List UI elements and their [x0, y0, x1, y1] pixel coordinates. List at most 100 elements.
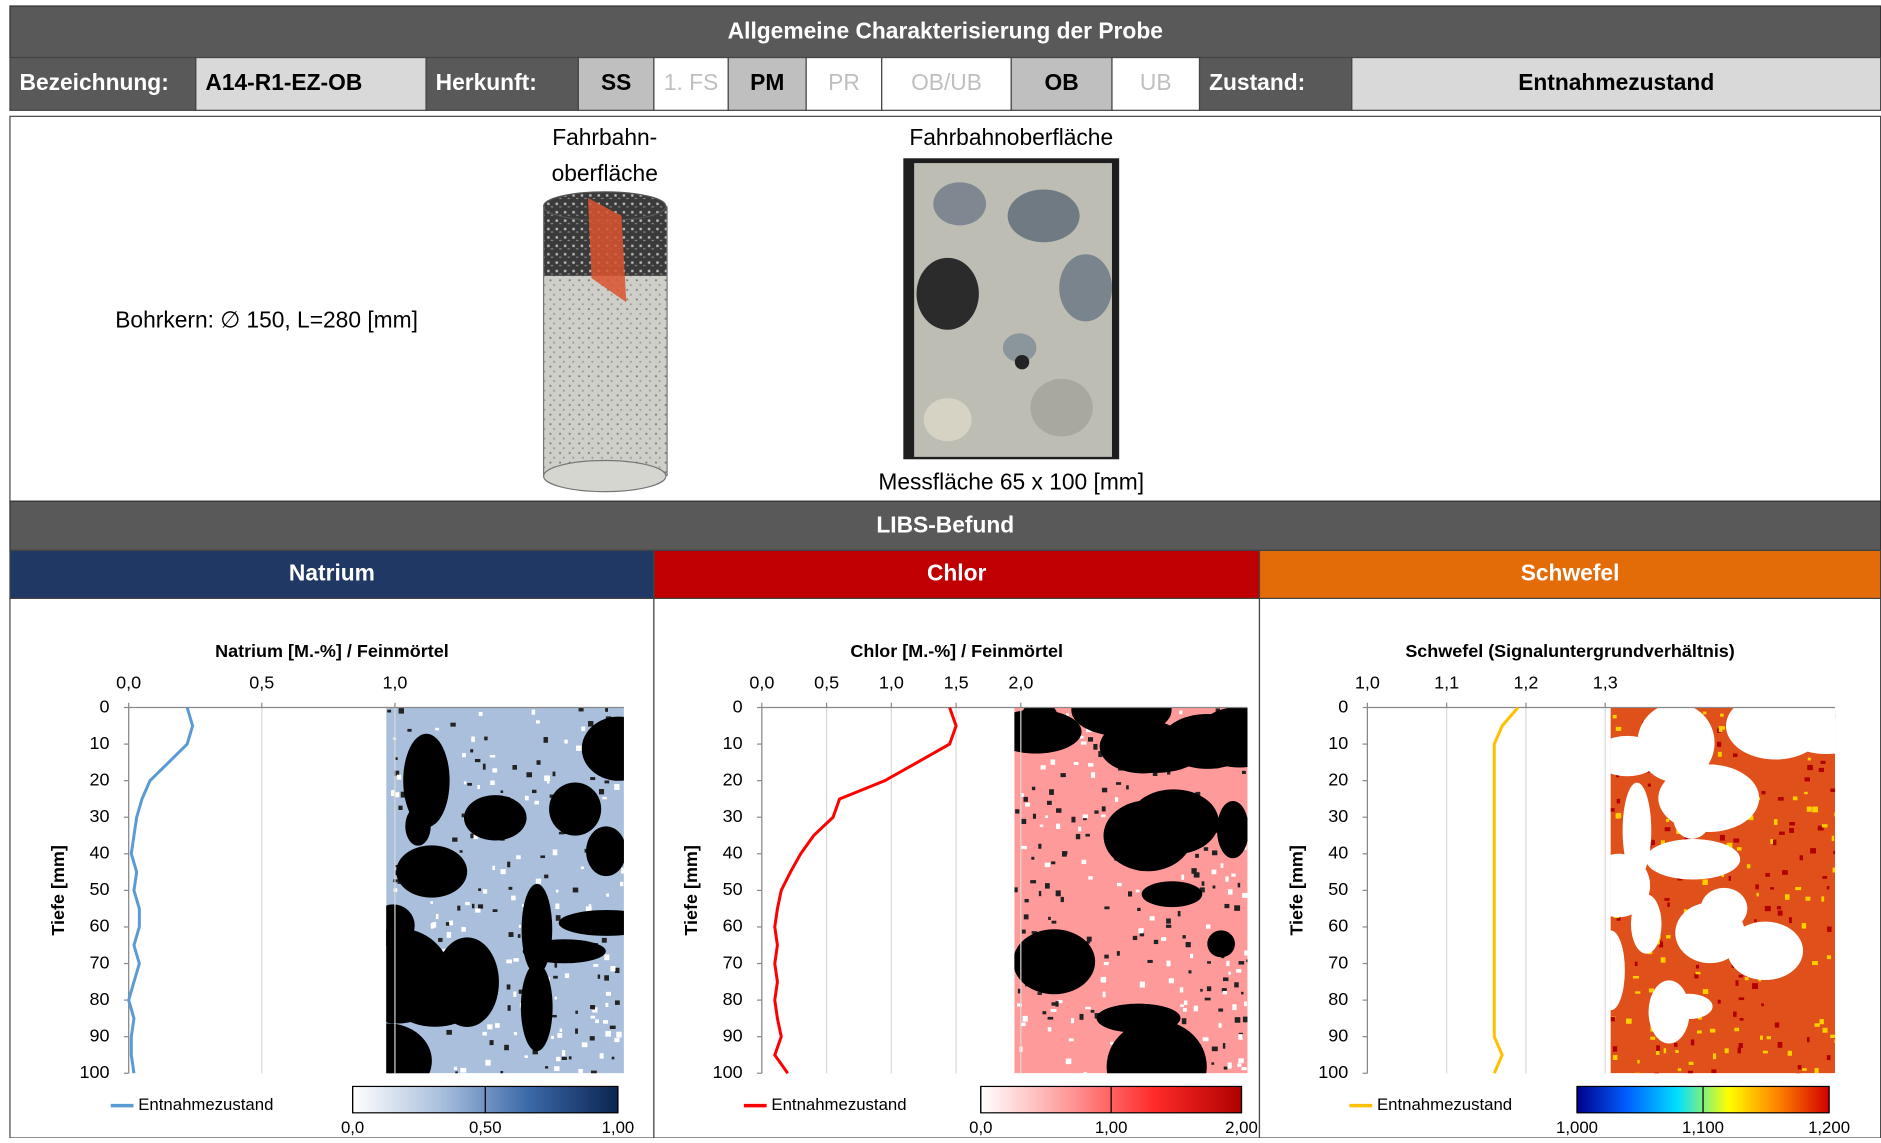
map-speck: [1647, 783, 1651, 787]
element-header: [9, 549, 655, 599]
map-speck: [531, 789, 537, 794]
map-speck: [1226, 960, 1230, 967]
map-speck: [395, 757, 398, 761]
map-speck: [1200, 988, 1203, 992]
map-speck: [1737, 1047, 1741, 1054]
map-speck: [1082, 814, 1089, 819]
map-speck: [516, 855, 521, 860]
map-speck: [1195, 853, 1199, 858]
map-aggregate: [386, 904, 415, 947]
map-speck: [1241, 1067, 1247, 1071]
map-aggregate: [1071, 707, 1172, 737]
map-speck: [1807, 757, 1811, 761]
map-speck: [482, 1031, 487, 1036]
map-speck: [1615, 813, 1621, 819]
map-speck: [536, 760, 541, 765]
y-tick-label: 50: [89, 879, 109, 899]
y-tick-label: 60: [723, 916, 743, 936]
libs-map: [1014, 707, 1248, 1074]
map-speck: [1065, 1058, 1072, 1065]
map-speck: [1821, 896, 1825, 902]
map-speck: [1733, 838, 1740, 843]
map-speck: [609, 1025, 616, 1030]
map-aggregate: [403, 733, 450, 828]
map-speck: [1774, 1022, 1780, 1028]
map-speck: [507, 861, 511, 868]
map-aggregate: [1610, 853, 1651, 918]
map-speck: [1246, 959, 1248, 963]
libs-map: [386, 707, 624, 1074]
map-speck: [471, 736, 475, 743]
map-speck: [1038, 843, 1042, 849]
map-speck: [1038, 890, 1042, 897]
header-cell: [425, 56, 579, 111]
map-speck: [1167, 769, 1171, 775]
map-speck: [504, 1044, 509, 1051]
map-speck: [1735, 980, 1739, 986]
x-tick-label: 1,0: [1355, 672, 1380, 692]
map-speck: [1651, 839, 1655, 846]
map-speck: [1048, 916, 1051, 920]
map-speck: [1206, 986, 1212, 992]
map-aggregate: [581, 716, 624, 781]
map-speck: [1051, 861, 1056, 865]
map-speck: [449, 920, 454, 926]
map-speck: [430, 901, 434, 904]
map-speck: [1665, 818, 1670, 822]
map-speck: [572, 887, 579, 893]
header-cell: [1111, 56, 1201, 111]
map-speck: [470, 833, 474, 839]
y-tick-label: 80: [723, 989, 743, 1009]
map-speck: [1822, 876, 1828, 879]
map-speck: [1832, 867, 1836, 873]
y-tick-label: 60: [89, 916, 109, 936]
map-aggregate: [1610, 930, 1625, 1011]
map-speck: [1193, 1005, 1198, 1012]
map-speck: [1616, 798, 1621, 804]
map-aggregate: [1106, 1020, 1207, 1074]
photo-caption: Fahrbahnoberfläche: [909, 124, 1113, 150]
map-speck: [1234, 1017, 1241, 1023]
map-speck: [1044, 883, 1050, 889]
map-speck: [463, 781, 467, 785]
chart: Natrium Natrium [M.-%] / Feinmörtel 0,0 0,5…: [9, 549, 655, 1139]
header-cell-text: OB/UB: [911, 69, 982, 95]
map-aggregate: [1096, 1003, 1181, 1033]
map-speck: [1047, 1027, 1052, 1032]
map-speck: [590, 1015, 596, 1019]
map-speck: [1761, 790, 1766, 795]
map-speck: [593, 964, 599, 967]
map-speck: [514, 1031, 517, 1036]
y-tick-label: 40: [89, 843, 109, 863]
map-speck: [1784, 894, 1790, 900]
section-bar: [9, 500, 1881, 552]
map-speck: [1231, 873, 1236, 877]
map-speck: [467, 782, 472, 786]
map-speck: [478, 888, 482, 891]
map-speck: [453, 1066, 457, 1071]
map-speck: [517, 934, 521, 938]
map-speck: [590, 1005, 594, 1010]
map-speck: [1073, 761, 1079, 765]
map-speck: [1834, 1036, 1836, 1043]
map-speck: [1238, 961, 1245, 965]
map-speck: [495, 1023, 500, 1028]
colorbar-tick-label: 0,0: [341, 1118, 364, 1137]
map-speck: [1663, 1048, 1667, 1054]
map-speck: [455, 1071, 458, 1074]
map-speck: [1090, 1009, 1095, 1013]
map-speck: [555, 915, 561, 921]
map-speck: [459, 850, 463, 853]
header-cell: [881, 56, 1012, 111]
map-speck: [555, 889, 559, 893]
map-speck: [1135, 889, 1140, 893]
map-speck: [1720, 713, 1724, 717]
map-aggregate: [396, 845, 468, 898]
header-cell-text: Zustand:: [1209, 69, 1305, 95]
map-speck: [1085, 833, 1090, 837]
libs-map: [1610, 707, 1836, 1074]
y-tick-label: 0: [1338, 696, 1348, 716]
map-aggregate: [1216, 800, 1248, 859]
map-speck: [513, 991, 517, 997]
map-speck: [507, 1005, 511, 1011]
